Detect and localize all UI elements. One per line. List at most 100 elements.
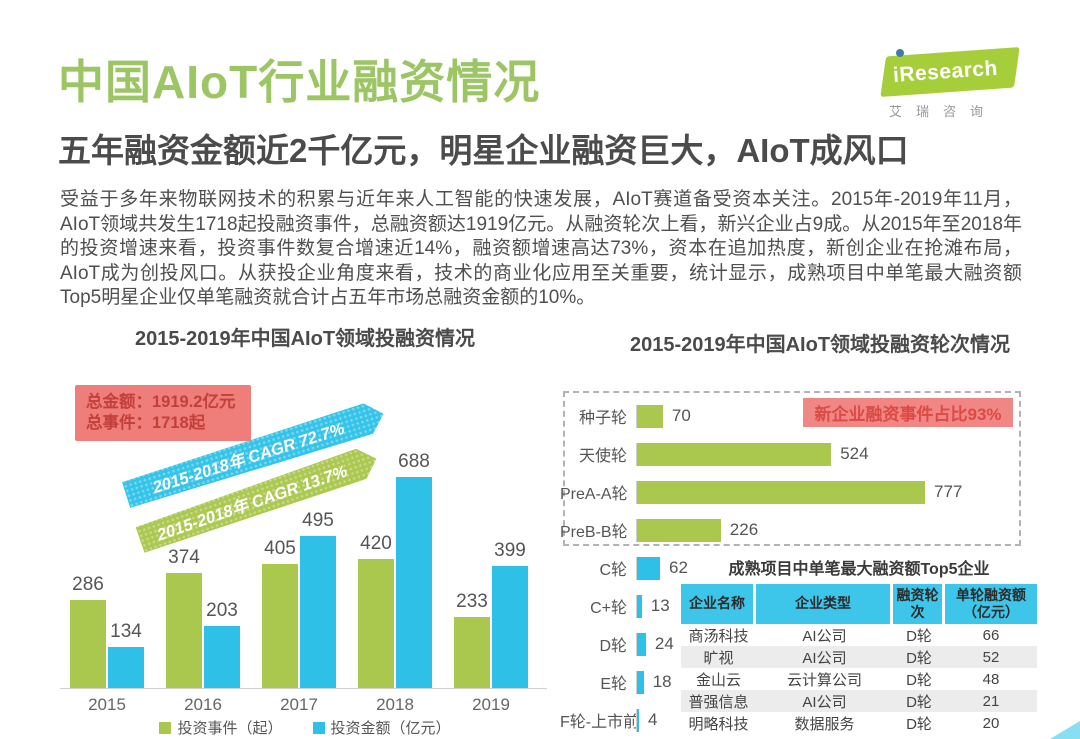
rounds-bar-chart: 2015-2019年中国AIoT领域投融资轮次情况 新企业融资事件占比93% 种… xyxy=(560,318,1080,739)
iresearch-logo-text: iResearch xyxy=(892,56,999,87)
round-label: C+轮 xyxy=(590,600,627,617)
x-tick-2019: 2019 xyxy=(472,695,510,714)
round-row-d: D轮 24 xyxy=(560,625,1080,663)
round-label: PreA-A轮 xyxy=(560,486,628,503)
bar-value-label: 420 xyxy=(360,533,392,555)
table-row: 金山云 云计算公司 D轮 48 xyxy=(681,668,1037,690)
left-chart-title: 2015-2019年中国AIoT领域投融资情况 xyxy=(134,328,476,350)
round-value: 4 xyxy=(648,710,658,729)
cell-amount: 52 xyxy=(982,648,1000,666)
x-tick-2015: 2015 xyxy=(88,695,126,714)
bar-value-label: 286 xyxy=(72,574,104,596)
round-label: D轮 xyxy=(599,638,627,655)
x-tick-2016: 2016 xyxy=(184,695,222,714)
round-value: 524 xyxy=(840,444,869,463)
table-header-row: 企业名称 企业类型 融资轮次 单轮融资额（亿元） xyxy=(681,584,1037,624)
funding-bar-chart: 2015-2019年中国AIoT领域投融资情况 总金额：1919.2亿元 总事件… xyxy=(60,318,550,739)
cell-type: 数据服务 xyxy=(794,715,855,733)
round-bar-d xyxy=(637,632,646,656)
amount-bar-2017 xyxy=(300,536,336,688)
round-bar-angel xyxy=(637,442,832,466)
total-events-label: 总事件：1718起 xyxy=(86,414,206,432)
round-label: PreB-B轮 xyxy=(560,524,628,541)
iresearch-logo-subtext: 艾瑞咨询 xyxy=(889,104,998,119)
cell-company: 金山云 xyxy=(695,671,741,689)
legend-item-amount: 投资金额（亿元） xyxy=(312,717,451,738)
round-rows: 种子轮 70 天使轮 524 PreA-A轮 777 PreB-B轮 226 C… xyxy=(560,397,1080,739)
round-value: 24 xyxy=(654,634,674,653)
cell-type: AI公司 xyxy=(802,693,847,711)
page-subtitle: 五年融资金额近2千亿元，明星企业融资巨大，AIoT成风口 xyxy=(58,132,909,169)
round-bar-seed xyxy=(637,404,663,428)
bar-value-label: 399 xyxy=(494,539,526,561)
col-header-company: 企业名称 xyxy=(681,584,756,624)
round-bar-c xyxy=(637,556,660,580)
round-label: 种子轮 xyxy=(578,410,627,427)
round-value: 777 xyxy=(934,482,963,501)
bar-value-label: 203 xyxy=(206,599,238,621)
col-header-round: 融资轮次 xyxy=(893,584,945,624)
intro-paragraph: 受益于多年来物联网技术的积累与近年来人工智能的快速发展，AIoT赛道备受资本关注… xyxy=(60,189,1022,309)
round-row-cplus: C+轮 13 xyxy=(560,587,1080,625)
cell-company: 明略科技 xyxy=(688,715,749,733)
x-tick-2018: 2018 xyxy=(376,695,414,714)
bar-group-2018: 420 688 xyxy=(358,451,432,688)
round-value: 70 xyxy=(671,406,691,425)
legend-item-events: 投资事件（起） xyxy=(159,717,283,738)
round-bar-cplus xyxy=(637,594,642,618)
round-row-f-preipo: F轮-上市前 4 xyxy=(560,701,1080,739)
bar-value-label: 405 xyxy=(264,537,296,559)
cell-round: D轮 xyxy=(906,627,932,645)
top5-table-block: 成熟项目中单笔最大融资额Top5企业 企业名称 企业类型 融资轮次 单轮融资额（… xyxy=(681,555,1037,734)
right-chart-title: 2015-2019年中国AIoT领域投融资轮次情况 xyxy=(629,334,1011,356)
bar-value-label: 374 xyxy=(168,547,200,569)
events-bar-2016 xyxy=(166,573,202,688)
cell-amount: 20 xyxy=(982,714,1000,732)
cell-type: AI公司 xyxy=(802,649,847,667)
events-bar-2019 xyxy=(454,616,490,688)
total-summary-badge: 总金额：1919.2亿元 总事件：1718起 xyxy=(75,385,251,441)
legend-swatch-blue xyxy=(312,721,325,734)
amount-bar-2018 xyxy=(396,477,432,688)
round-row-angel: 天使轮 524 xyxy=(560,435,1080,473)
round-row-prea-a: PreA-A轮 777 xyxy=(560,473,1080,511)
bar-value-label: 134 xyxy=(110,620,142,642)
amount-bar-2016 xyxy=(204,625,240,688)
round-row-preb-b: PreB-B轮 226 xyxy=(560,511,1080,549)
x-axis-labels: 2015 2016 2017 2018 2019 xyxy=(70,695,528,715)
chart-legend: 投资事件（起） 投资金额（亿元） xyxy=(60,717,550,738)
cell-amount: 66 xyxy=(982,626,1000,644)
cell-round: D轮 xyxy=(906,671,932,689)
bar-group-2016: 374 203 xyxy=(166,547,240,688)
cell-round: D轮 xyxy=(906,649,932,667)
cell-amount: 48 xyxy=(982,670,1000,688)
round-label: E轮 xyxy=(600,676,627,693)
cell-amount: 21 xyxy=(982,692,1000,710)
events-bar-2015 xyxy=(70,600,106,688)
round-bar-preb-b xyxy=(637,518,721,542)
round-label: F轮-上市前 xyxy=(560,714,640,731)
round-label: 天使轮 xyxy=(578,448,627,465)
round-bar-e xyxy=(637,670,644,694)
x-axis-line xyxy=(60,688,547,689)
table-row: 普强信息 AI公司 D轮 21 xyxy=(681,690,1037,712)
table-row: 旷视 AI公司 D轮 52 xyxy=(681,646,1037,668)
cell-round: D轮 xyxy=(906,693,932,711)
col-header-amount: 单轮融资额（亿元） xyxy=(945,584,1037,624)
round-bar-prea-a xyxy=(637,480,925,504)
round-label: C轮 xyxy=(599,562,627,579)
bar-group-2015: 286 134 xyxy=(70,574,144,688)
iresearch-logo: iResearch 艾瑞咨询 xyxy=(880,47,1025,120)
x-tick-2017: 2017 xyxy=(280,695,318,714)
total-amount-label: 总金额：1919.2亿元 xyxy=(86,393,236,411)
col-header-type: 企业类型 xyxy=(756,584,893,624)
new-company-group-box xyxy=(563,391,1021,546)
round-row-e: E轮 18 xyxy=(560,663,1080,701)
corner-decoration-triangle xyxy=(1050,721,1080,739)
legend-label-amount: 投资金额（亿元） xyxy=(330,720,451,737)
events-bar-2017 xyxy=(262,563,298,688)
events-bar-2018 xyxy=(358,559,394,688)
legend-swatch-green xyxy=(159,721,172,734)
cell-type: 云计算公司 xyxy=(786,671,862,689)
